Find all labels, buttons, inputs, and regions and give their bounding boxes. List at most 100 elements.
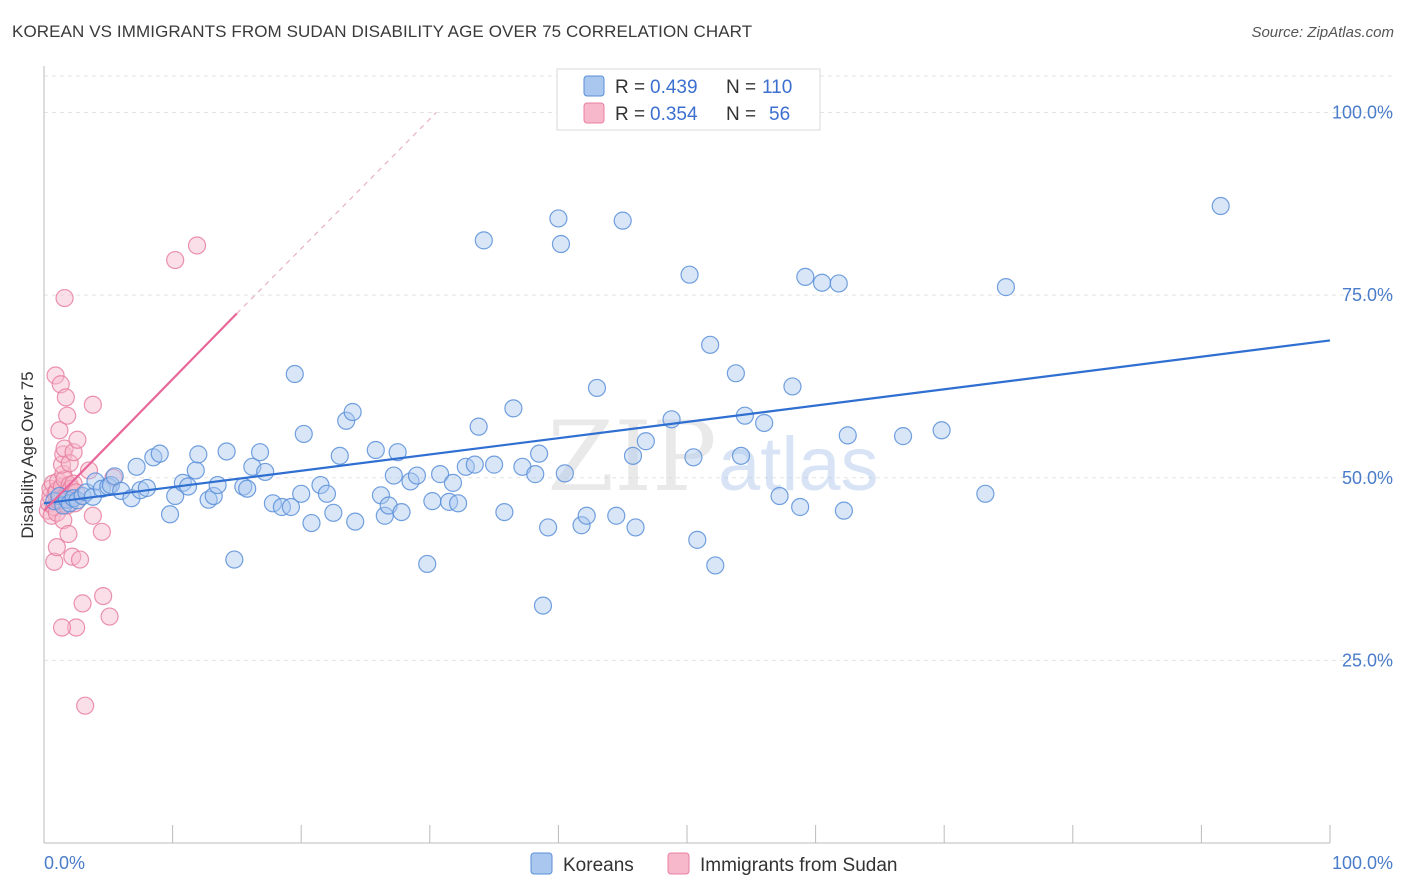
sudan-point [67,618,86,637]
sudan-point [58,406,77,425]
y-tick-label: 50.0% [1342,468,1393,488]
korean-point [150,444,169,463]
chart-source: Source: ZipAtlas.com [1251,24,1394,41]
sudan-point [92,522,111,541]
korean-point [430,465,450,484]
legend-swatch-sudan [583,102,605,124]
korean-point [829,274,848,293]
chart-title: KOREAN VS IMMIGRANTS FROM SUDAN DISABILI… [12,22,753,41]
legend-r-label-koreans: R = [615,77,645,98]
sudan-point [100,607,119,626]
korean-point [285,364,304,384]
korean-point [217,442,236,461]
korean-point [465,455,484,474]
korean-point [549,209,568,228]
korean-point [384,466,403,485]
korean-point [448,494,468,513]
korean-point [688,530,707,549]
korean-point [208,475,227,495]
watermark-atlas: atlas [718,422,879,507]
korean-point [407,466,427,485]
korean-point [388,443,407,462]
watermark-zip: ZIP [547,401,716,513]
sudan-trendline [43,312,238,512]
bottom-legend-label-sudan: Immigrants from Sudan [700,855,897,876]
sudan-point [68,430,87,449]
korean-point [526,465,545,484]
bottom-legend-swatch-koreans [530,852,553,875]
korean-point [371,486,391,505]
koreans-points [45,196,1230,615]
bottom-legend: Koreans Immigrants from Sudan [530,852,897,876]
sudan-point [55,288,74,308]
sudan-point [52,618,72,637]
korean-point [636,432,655,451]
korean-point [204,486,223,506]
sudan-point [45,552,64,571]
trendlines [43,112,1331,512]
korean-point [495,502,514,522]
legend-n-label-koreans: N = [726,77,756,98]
korean-point [443,473,463,492]
korean-point [796,267,815,286]
sudan-point [73,594,92,613]
bottom-legend-swatch-sudan [667,852,690,875]
korean-point [706,556,725,575]
y-tick-label: 100.0% [1332,103,1393,123]
sudan-point [83,506,102,525]
x-tick-label-min: 0.0% [44,853,85,873]
korean-point [587,378,607,398]
sudan-point [166,250,185,270]
korean-point [189,445,208,464]
watermark: ZIP atlas [547,401,878,513]
korean-point [186,461,205,480]
korean-point [485,455,504,474]
korean-point [572,516,591,535]
legend-r-value-sudan: 0.354 [650,104,698,125]
korean-point [256,462,275,482]
y-tick-labels: 25.0% 50.0% 75.0% 100.0% [1332,103,1393,671]
korean-point [555,464,574,483]
korean-point [127,457,146,476]
korean-point [225,550,244,569]
sudan-point [54,511,73,530]
y-tick-label: 75.0% [1342,285,1393,305]
korean-point [294,424,313,444]
korean-point [530,444,549,463]
sudan-point [187,236,207,255]
korean-point [250,443,270,462]
korean-point [292,484,311,503]
legend-n-label-sudan: N = [726,104,756,125]
koreans-trendline [43,339,1331,505]
korean-point [263,494,283,513]
korean-point [680,265,699,284]
sudan-point [46,366,65,385]
korean-point [783,377,802,396]
korean-point [160,505,180,524]
korean-point [626,518,645,537]
korean-point [770,486,789,506]
korean-point [731,446,751,465]
sudan-point [56,388,75,407]
korean-point [996,278,1016,297]
korean-point [392,502,411,522]
korean-point [324,503,343,522]
korean-point [791,497,810,517]
korean-point [418,554,437,574]
sudan-point [83,395,102,414]
korean-point [302,513,321,533]
korean-point [533,596,553,615]
sudan-point [60,454,79,473]
korean-point [932,421,951,440]
legend-swatch-koreans [583,75,605,97]
korean-point [726,364,745,383]
korean-point [330,446,349,465]
korean-point [439,492,459,511]
korean-point [281,497,301,517]
x-tick-label-max: 100.0% [1332,853,1393,873]
legend-n-value-koreans: 110 [762,77,792,98]
axes [43,66,1331,844]
korean-point [137,478,156,498]
korean-point [317,484,337,503]
